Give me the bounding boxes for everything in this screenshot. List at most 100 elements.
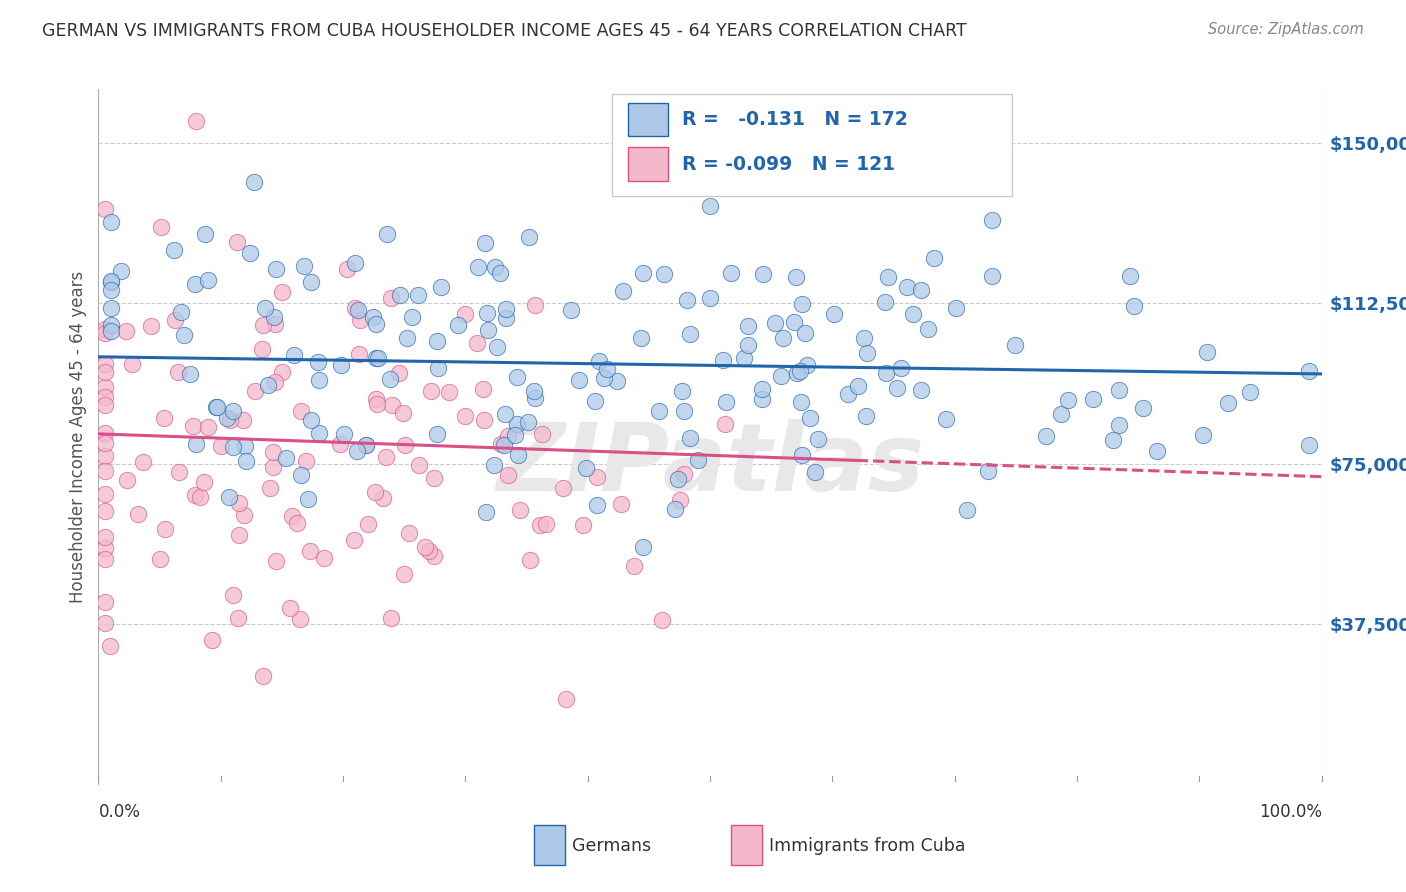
Point: [472, 413, 495, 427]
Point: [482, 458, 505, 472]
Point: [807, 432, 830, 446]
Point: [495, 311, 517, 326]
Point: [274, 451, 297, 466]
Point: [93, 326, 115, 341]
Point: [308, 373, 330, 387]
Point: [425, 334, 447, 348]
Point: [188, 490, 211, 504]
Point: [264, 554, 287, 568]
Point: [1146, 444, 1168, 458]
Point: [1049, 408, 1071, 422]
Point: [226, 611, 249, 625]
Point: [222, 588, 245, 602]
Point: [934, 412, 956, 426]
Point: [257, 378, 280, 392]
Point: [714, 417, 737, 431]
Point: [285, 516, 308, 530]
Point: [437, 384, 460, 399]
Point: [876, 270, 898, 285]
Point: [583, 393, 606, 408]
Point: [772, 331, 794, 345]
Point: [378, 372, 401, 386]
Point: [485, 339, 508, 353]
Point: [254, 301, 277, 315]
Point: [430, 279, 453, 293]
Y-axis label: Householder Income Ages 45 - 64 years: Householder Income Ages 45 - 64 years: [69, 271, 87, 603]
Point: [209, 439, 232, 453]
Point: [141, 318, 163, 333]
Point: [100, 283, 122, 297]
Point: [917, 322, 939, 336]
Point: [149, 551, 172, 566]
Point: [381, 398, 404, 412]
Point: [98, 639, 121, 653]
Point: [394, 437, 416, 451]
Point: [737, 338, 759, 352]
Point: [785, 270, 807, 285]
Point: [666, 472, 689, 486]
Point: [855, 346, 877, 360]
Point: [93, 436, 115, 450]
Point: [593, 371, 616, 385]
Point: [1195, 345, 1218, 359]
Point: [1102, 433, 1125, 447]
Point: [652, 267, 675, 281]
Text: Source: ZipAtlas.com: Source: ZipAtlas.com: [1208, 22, 1364, 37]
Point: [150, 220, 173, 235]
Point: [184, 488, 207, 502]
Point: [184, 277, 207, 292]
Point: [299, 412, 322, 426]
Point: [568, 373, 591, 387]
Point: [855, 409, 877, 423]
Point: [751, 392, 773, 406]
Point: [790, 448, 813, 462]
Text: R =   -0.131   N = 172: R = -0.131 N = 172: [682, 110, 908, 129]
Point: [786, 366, 808, 380]
Point: [336, 262, 359, 277]
Point: [388, 288, 411, 302]
Point: [519, 553, 541, 567]
Point: [534, 517, 557, 532]
Point: [1081, 392, 1104, 406]
Text: GERMAN VS IMMIGRANTS FROM CUBA HOUSEHOLDER INCOME AGES 45 - 64 YEARS CORRELATION: GERMAN VS IMMIGRANTS FROM CUBA HOUSEHOLD…: [42, 22, 967, 40]
Point: [498, 429, 520, 443]
Point: [792, 297, 814, 311]
Text: ZIPatlas: ZIPatlas: [496, 419, 924, 511]
Point: [1035, 429, 1057, 443]
Point: [471, 382, 494, 396]
Point: [233, 439, 256, 453]
Point: [288, 612, 311, 626]
Point: [264, 375, 287, 389]
Point: [875, 366, 897, 380]
Point: [166, 366, 188, 380]
Point: [132, 455, 155, 469]
Point: [910, 283, 932, 297]
Point: [93, 398, 115, 412]
Point: [901, 307, 924, 321]
Point: [799, 411, 821, 425]
Point: [789, 364, 811, 378]
Point: [380, 291, 402, 305]
Point: [804, 465, 827, 479]
Point: [506, 417, 529, 432]
Point: [531, 426, 554, 441]
Point: [505, 427, 527, 442]
Point: [392, 566, 415, 581]
Point: [423, 549, 446, 564]
Point: [586, 498, 609, 512]
Point: [344, 256, 367, 270]
Point: [1298, 437, 1320, 451]
Point: [1119, 269, 1142, 284]
Point: [679, 431, 702, 445]
Point: [252, 669, 274, 683]
Point: [343, 533, 366, 547]
Point: [308, 426, 330, 441]
Point: [93, 450, 115, 464]
Point: [419, 384, 441, 398]
Point: [737, 318, 759, 333]
Point: [299, 544, 322, 558]
Point: [232, 412, 254, 426]
Point: [672, 404, 695, 418]
Point: [447, 318, 470, 332]
Point: [127, 507, 149, 521]
